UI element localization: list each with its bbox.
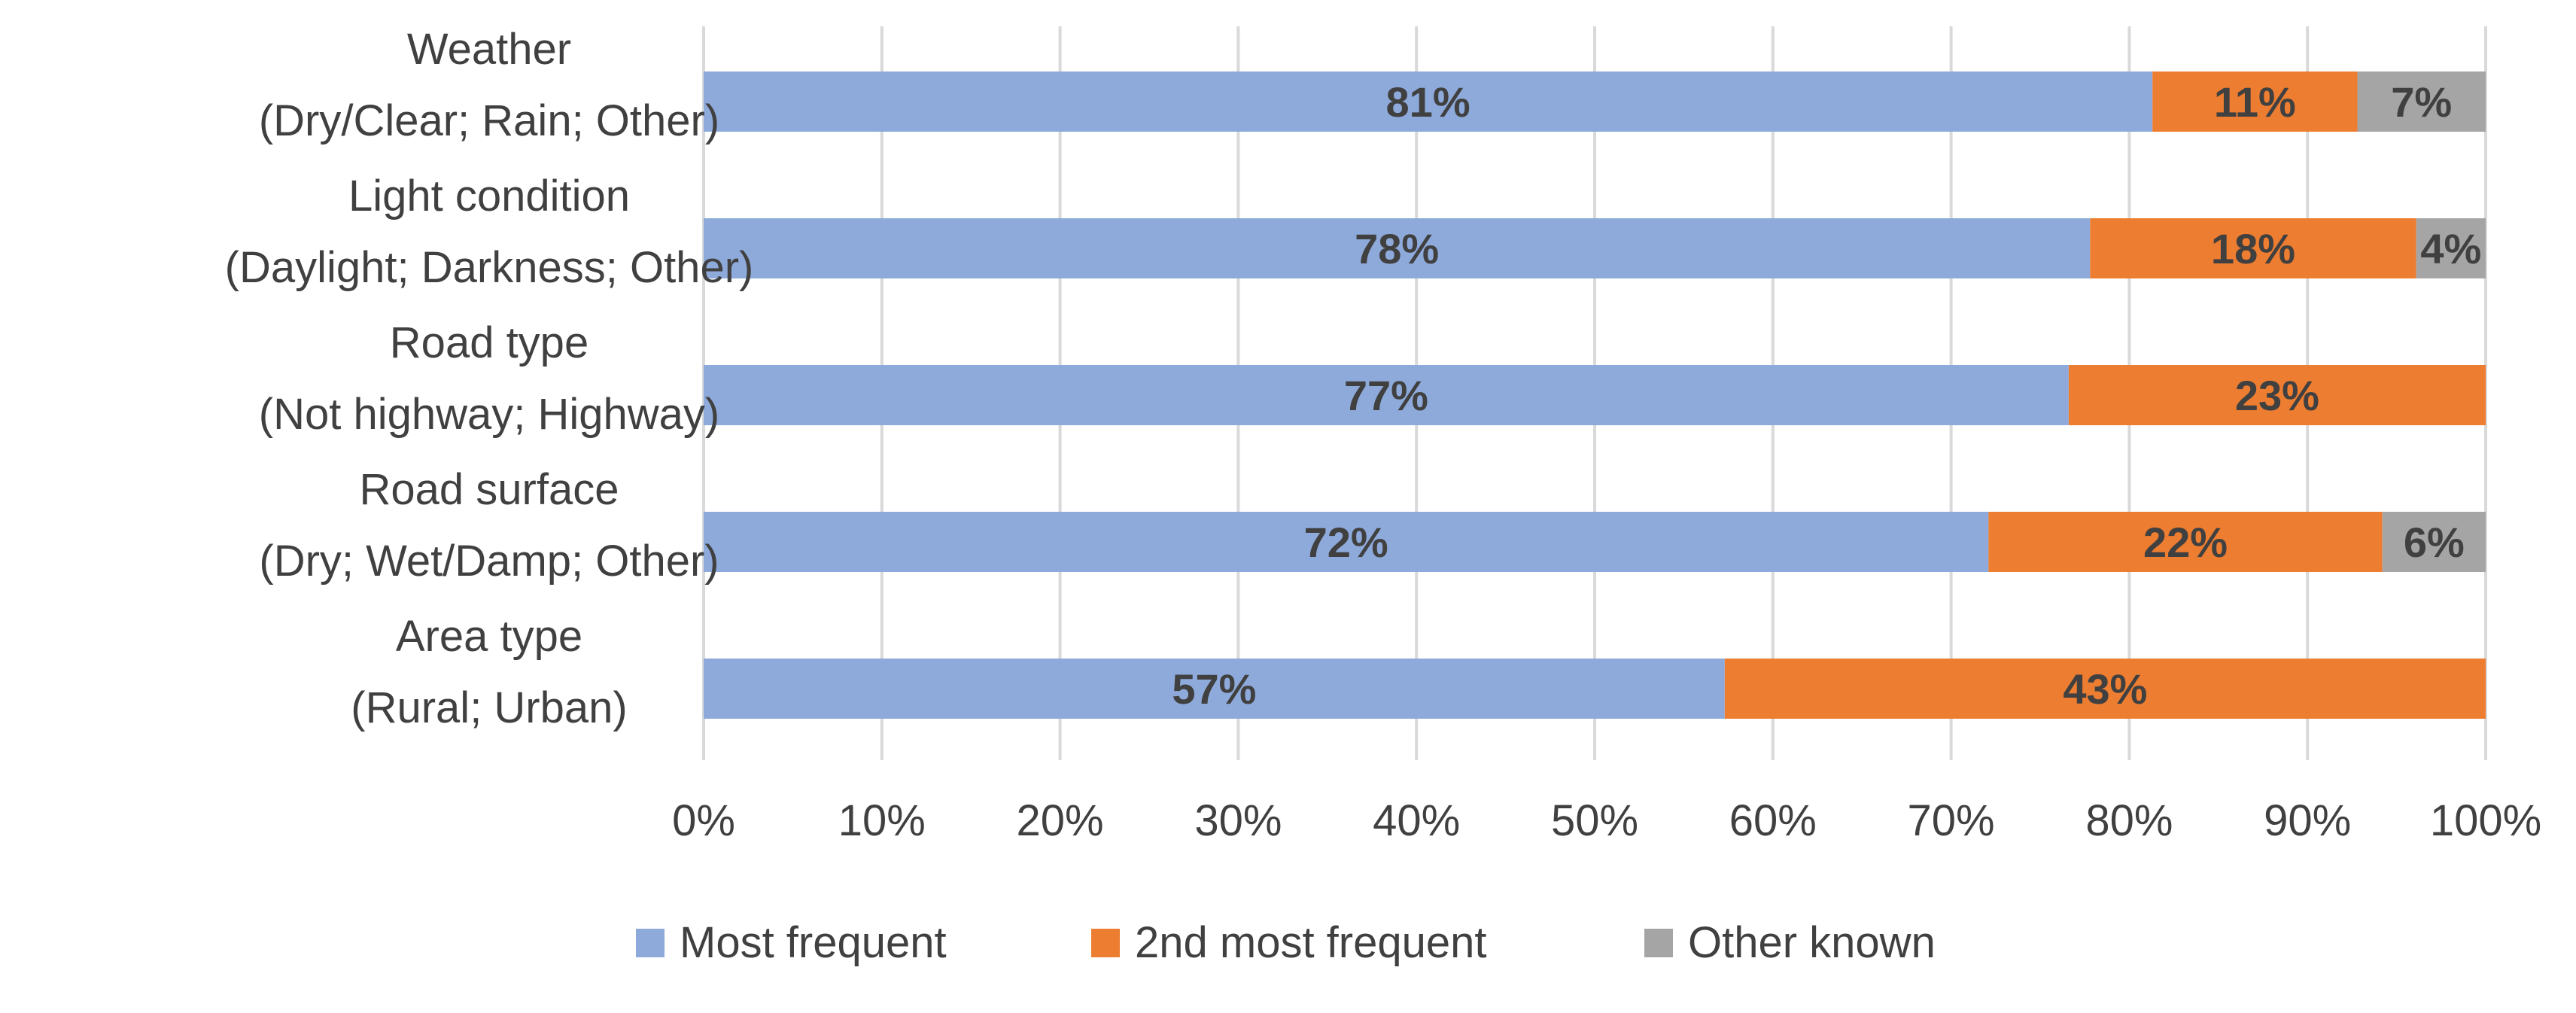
bar-segment bbox=[2382, 512, 2486, 572]
category-label-line2: (Not highway; Highway) bbox=[259, 390, 719, 439]
data-label: 4% bbox=[2420, 225, 2481, 272]
bar-segment bbox=[704, 218, 2091, 278]
x-tick-label: 10% bbox=[838, 796, 926, 845]
legend-swatch bbox=[636, 929, 665, 957]
bar-segment bbox=[1724, 659, 2486, 719]
bar-segment bbox=[2068, 365, 2486, 425]
data-label: 81% bbox=[1386, 78, 1470, 126]
x-tick-label: 60% bbox=[1729, 796, 1817, 845]
x-tick-label: 40% bbox=[1373, 796, 1460, 845]
data-label: 6% bbox=[2404, 519, 2465, 566]
bar-segment bbox=[2357, 71, 2486, 132]
category-label-line1: Road type bbox=[390, 318, 588, 367]
data-label: 72% bbox=[1304, 519, 1388, 566]
x-tick-label: 90% bbox=[2264, 796, 2351, 845]
category-label-line1: Light condition bbox=[348, 172, 630, 221]
data-label: 11% bbox=[2214, 78, 2296, 126]
data-label: 57% bbox=[1172, 665, 1256, 713]
data-labels: 81% 11% 7% 78% 18% 4% 77% 23% 72% 22% 6% 57% 43% bbox=[1172, 78, 2481, 713]
legend-swatch bbox=[1644, 929, 1673, 957]
legend-swatch bbox=[1091, 929, 1120, 957]
bar-segment bbox=[704, 512, 1989, 572]
category-label-line1: Area type bbox=[396, 612, 582, 661]
category-label-line1: Weather bbox=[407, 25, 571, 74]
x-tick-label: 30% bbox=[1194, 796, 1282, 845]
legend-label: Other known bbox=[1688, 918, 1936, 967]
bars bbox=[704, 71, 2486, 719]
x-tick-label: 100% bbox=[2430, 796, 2541, 845]
category-label-line2: (Rural; Urban) bbox=[351, 683, 627, 732]
data-label: 22% bbox=[2143, 519, 2228, 566]
data-label: 77% bbox=[1344, 372, 1428, 419]
category-labels: Weather (Dry/Clear; Rain; Other) Light con… bbox=[225, 25, 754, 732]
data-label: 23% bbox=[2235, 372, 2319, 419]
category-label-line1: Road surface bbox=[360, 465, 619, 514]
x-tick-label: 0% bbox=[672, 796, 735, 845]
legend-label: Most frequent bbox=[680, 918, 947, 967]
x-tick-label: 80% bbox=[2085, 796, 2173, 845]
data-label: 78% bbox=[1355, 225, 1439, 272]
bar-segment bbox=[1988, 512, 2383, 572]
data-label: 7% bbox=[2391, 78, 2452, 126]
bar-segment bbox=[704, 659, 1725, 719]
category-label-line2: (Dry/Clear; Rain; Other) bbox=[259, 96, 719, 145]
bar-segment bbox=[704, 365, 2069, 425]
category-label-line2: (Dry; Wet/Damp; Other) bbox=[259, 537, 719, 586]
x-tick-label: 70% bbox=[1908, 796, 1995, 845]
legend-label: 2nd most frequent bbox=[1135, 918, 1487, 967]
bar-segment bbox=[2416, 218, 2486, 278]
legend: Most frequent 2nd most frequent Other know… bbox=[636, 918, 1936, 967]
category-label-line2: (Daylight; Darkness; Other) bbox=[225, 243, 754, 292]
bar-segment bbox=[2152, 71, 2358, 132]
data-label: 18% bbox=[2211, 225, 2295, 272]
x-tick-label: 50% bbox=[1551, 796, 1638, 845]
x-axis-tick-labels: 0% 10% 20% 30% 40% 50% 60% 70% 80% 90% 100% bbox=[672, 796, 2541, 845]
x-tick-label: 20% bbox=[1017, 796, 1104, 845]
data-label: 43% bbox=[2063, 665, 2147, 713]
bar-segment bbox=[2090, 218, 2416, 278]
bar-segment bbox=[704, 71, 2153, 132]
